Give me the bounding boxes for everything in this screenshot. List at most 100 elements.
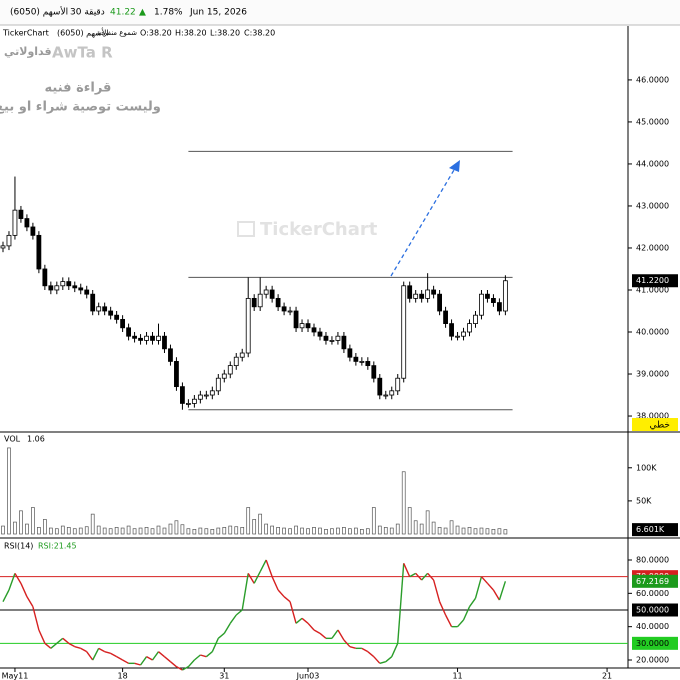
candle-body [180, 386, 185, 404]
rsi-segment [498, 581, 507, 601]
rsi-segment [480, 576, 488, 584]
rsi-segment [139, 656, 148, 666]
volume-bar [150, 528, 155, 535]
volume-bar [354, 527, 358, 535]
rsi-segment [331, 629, 339, 639]
volume-bar [13, 521, 17, 535]
candle-body [102, 306, 108, 312]
mode-box[interactable] [632, 418, 678, 431]
rsi-segment [301, 617, 309, 624]
rsi-segment [26, 596, 34, 608]
rsi-segment [62, 637, 70, 644]
candle-body [18, 209, 24, 219]
volume-bar [455, 525, 460, 535]
volume-bar [282, 527, 286, 535]
y-tick-label: 43.0000 [636, 201, 669, 210]
last-price: 41.2200 [636, 276, 669, 285]
candle-body [42, 268, 48, 287]
volume-bar [449, 520, 454, 535]
candle-body [96, 306, 102, 312]
rsi-segment [92, 648, 100, 661]
rsi-level-label: 50.0000 [636, 606, 669, 615]
candle-body [299, 323, 305, 329]
volume-bar [25, 523, 29, 535]
volume-bar [48, 527, 53, 535]
candle-body [431, 289, 437, 295]
candle-body [126, 327, 131, 337]
watermark-author: AwTa R [52, 44, 113, 62]
rsi-segment [379, 660, 386, 665]
candle-body [479, 293, 484, 316]
rsi-segment [438, 601, 447, 616]
volume-bar [90, 513, 95, 535]
candle-body [347, 348, 353, 358]
rsi-segment [104, 650, 111, 655]
watermark-logo-icon [237, 221, 255, 237]
volume-title: VOL [4, 435, 21, 444]
candle-body [437, 293, 443, 312]
candle-body [419, 293, 425, 299]
volume-bar [210, 529, 215, 535]
candle-body [78, 287, 84, 291]
rsi-segment [211, 638, 219, 652]
rsi-segment [277, 589, 285, 598]
rsi-level-label: 30.0000 [636, 639, 669, 648]
candle-body [227, 365, 233, 375]
rsi-segment [486, 582, 494, 591]
rsi-segment [462, 606, 471, 621]
candle-body [281, 306, 287, 312]
volume-bar [60, 525, 65, 535]
legend-app: TickerChart [2, 29, 49, 38]
rsi-segment [385, 656, 393, 663]
candle-body [168, 348, 173, 362]
volume-bar [192, 529, 197, 535]
y-tick-label: 44.0000 [636, 159, 669, 168]
rsi-segment [56, 637, 64, 644]
volume-bar [443, 527, 448, 535]
legend-style: شموع منفردة [97, 29, 137, 37]
volume-bar [377, 525, 382, 535]
rsi-segment [307, 622, 315, 631]
volume-bar [144, 527, 149, 535]
volume-bar [114, 527, 119, 535]
rsi-segment [235, 609, 243, 616]
last-volume: 6.601K [636, 525, 665, 534]
watermark-brand: قداولاتي [4, 45, 52, 58]
rsi-segment [265, 559, 273, 577]
volume-bar [467, 527, 472, 535]
mode-label[interactable]: خطي [650, 421, 670, 431]
rsi-segment [32, 606, 40, 631]
rsi-segment [373, 656, 381, 664]
rsi-segment [187, 659, 195, 668]
rsi-segment [217, 632, 225, 639]
volume-bar [78, 527, 83, 535]
candle-body [461, 331, 466, 337]
rsi-level-label-box [632, 603, 678, 617]
x-tick-label: 21 [602, 672, 612, 680]
symbol: الأسهم (6050) [10, 6, 68, 18]
candle-body [251, 297, 257, 308]
y-tick-label: 20.0000 [636, 656, 669, 665]
volume-bar [503, 529, 508, 535]
candle-body [455, 335, 460, 338]
rsi-segment [337, 629, 345, 641]
rsi-segment [170, 661, 177, 668]
rsi-segment [289, 601, 297, 624]
candle-body [293, 310, 299, 329]
candle-body [36, 234, 42, 270]
volume-bar [66, 527, 71, 535]
candle-body [209, 390, 215, 396]
y-tick-label: 46.0000 [636, 75, 669, 84]
x-tick-label: 11 [452, 672, 462, 680]
candle-body [359, 361, 365, 363]
volume-bar [7, 447, 11, 535]
legend-high: H:38.20 [175, 29, 207, 38]
rsi-segment [319, 632, 327, 639]
volume-bar [288, 528, 292, 535]
rsi-segment [247, 572, 255, 584]
volume-bar [419, 523, 424, 535]
volume-bar [491, 529, 496, 535]
volume-bar [359, 529, 364, 535]
candle-body [467, 323, 472, 333]
